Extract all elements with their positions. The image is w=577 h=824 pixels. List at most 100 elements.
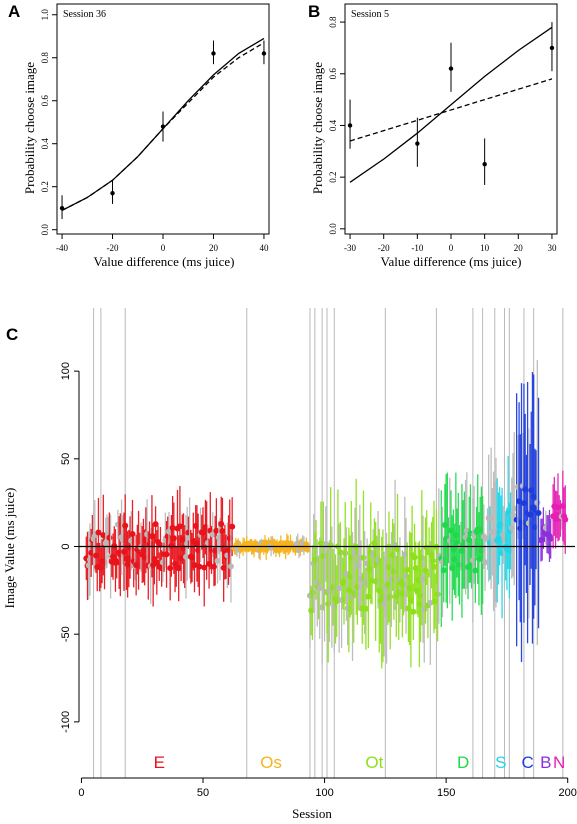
panel-b-x-tick-label: -30 <box>344 243 356 253</box>
panel-a-x-tick-label: -20 <box>107 243 119 253</box>
panel-b-y-tick-label: 0.8 <box>328 16 338 28</box>
panel-b: B Session 5 -30 -20 -10 0 10 20 30 0.0 0.2 0.4 0.6… <box>308 2 558 269</box>
panel-c-group-label: S <box>495 753 506 772</box>
panel-c-session-point <box>201 564 208 571</box>
panel-c-xlabel: Session <box>292 806 332 821</box>
panel-c-session-point <box>214 557 221 564</box>
panel-c-session-point <box>511 505 518 512</box>
panel-a-letter: A <box>8 2 20 21</box>
panel-b-frame <box>344 3 558 235</box>
panel-b-x-tick-label: 10 <box>480 243 490 253</box>
panel-c-session-point <box>427 599 434 606</box>
panel-b-x-tick-label: 30 <box>547 243 557 253</box>
panel-b-data-point <box>549 45 555 51</box>
panel-c-session-point <box>152 521 159 528</box>
panel-b-x-tick-label: 20 <box>514 243 524 253</box>
panel-c-x-tick-label: 100 <box>315 787 333 799</box>
panel-a-x-tick-label: -40 <box>56 243 68 253</box>
panel-c-y-tick-label: -100 <box>60 711 72 733</box>
panel-c-session-point <box>210 563 217 570</box>
panel-b-y-tick-label: 0.2 <box>328 172 338 183</box>
panel-a-y-tick-label: 0.2 <box>40 181 50 192</box>
panel-c-session-point <box>209 531 216 538</box>
panel-c-session-point <box>510 511 516 518</box>
panel-a-y-tick-label: 0.4 <box>40 138 50 150</box>
panel-b-data-point <box>448 66 454 71</box>
panel-c-session-point <box>440 567 447 574</box>
panel-a-x-tick-label: 0 <box>161 243 166 253</box>
panel-a-y-tick-label: 1.0 <box>40 9 50 21</box>
panel-c-x-tick-label: 150 <box>437 787 455 799</box>
panel-c-y-tick-label: 0 <box>60 543 72 549</box>
panel-c-session-point <box>411 554 418 561</box>
panel-c-x-tick-label: 200 <box>559 787 577 799</box>
panel-c-session-point <box>196 563 203 570</box>
panel-a-data-point <box>261 51 267 56</box>
panel-c-session-point <box>317 540 324 547</box>
panel-c-session-point <box>410 608 417 615</box>
panel-c-session-point <box>430 563 437 570</box>
panel-b-data-point <box>482 162 487 167</box>
panel-c-group-label: D <box>457 753 469 772</box>
panel-c-session-point <box>213 527 220 534</box>
panel-a-y-tick-label: 0.8 <box>40 52 50 64</box>
panel-c-session-point <box>322 540 329 547</box>
panel-c-session-point <box>218 521 225 528</box>
panel-b-y-tick-label: 0.0 <box>328 223 338 235</box>
panel-c-session-point <box>309 589 316 596</box>
panel-c-session-point <box>472 567 479 574</box>
panel-c-session-point <box>387 593 394 600</box>
panel-b-x-tick-label: -10 <box>411 243 423 253</box>
panel-b-ylabel: Probability choose image <box>310 62 325 194</box>
panel-c-session-point <box>106 534 113 541</box>
panel-c-session-point <box>122 522 129 529</box>
panel-b-x-tick-label: -20 <box>378 243 390 253</box>
panel-c-session-point <box>482 559 489 566</box>
panel-c-ylabel: Image Value (ms juice) <box>2 488 17 609</box>
panel-c-session-point <box>342 550 349 557</box>
panel-c-session-point <box>191 562 198 569</box>
panel-c-session-point <box>167 565 174 572</box>
panel-c-session-point <box>336 585 343 592</box>
panel-c-session-point <box>113 559 120 566</box>
panel-c-session-point <box>365 593 372 600</box>
panel-b-y-tick-label: 0.6 <box>328 68 338 80</box>
panel-c-x-tick-label: 50 <box>197 787 209 799</box>
panel-c-group-label: E <box>154 753 165 772</box>
panel-c-session-point <box>304 546 311 553</box>
panel-a-ylabel: Probability choose image <box>22 62 37 194</box>
panel-c-session-point <box>95 529 102 536</box>
panel-a-data-point <box>211 51 216 56</box>
panel-c-session-point <box>316 585 323 592</box>
panel-b-letter: B <box>308 2 320 21</box>
panel-b-fit-dashed <box>349 78 553 142</box>
panel-c-group-label: Os <box>260 753 282 772</box>
panel-a-y-tick-label: 0.6 <box>40 95 50 107</box>
panel-b-session-label: Session 5 <box>351 9 389 20</box>
panel-a-y-tick-label: 0.0 <box>40 224 50 236</box>
panel-a-data-point <box>160 124 166 129</box>
panel-b-y-tick-label: 0.4 <box>328 119 338 131</box>
panel-c-session-point <box>229 523 236 530</box>
panel-a: A Session 36 -40 -20 0 20 40 0.0 0.2 0.4 0.6 0.8 1… <box>8 2 270 269</box>
panel-c-y-tick-label: -50 <box>60 626 72 642</box>
panel-c-session-point <box>170 535 177 542</box>
panel-c-y-tick-label: 50 <box>60 453 72 465</box>
panel-c-x-tick-label: 0 <box>78 787 84 799</box>
panel-c-session-point <box>562 516 569 523</box>
panel-b-xlabel: Value difference (ms juice) <box>381 254 522 269</box>
panel-c-group-label: C <box>521 753 533 772</box>
panel-c-session-point <box>165 528 172 535</box>
panel-c-group-label: Ot <box>365 753 383 772</box>
panel-b-x-tick-label: 0 <box>449 243 454 253</box>
panel-c-session-point <box>362 605 369 612</box>
panel-c-letter: C <box>6 325 18 344</box>
panel-c-session-point <box>404 566 411 573</box>
panel-c-group-label: B <box>540 753 551 772</box>
panel-b-data-point <box>347 123 353 128</box>
panel-c-session-point <box>219 528 226 535</box>
panel-c-group-label: N <box>553 753 565 772</box>
panel-b-data-point <box>415 141 420 146</box>
